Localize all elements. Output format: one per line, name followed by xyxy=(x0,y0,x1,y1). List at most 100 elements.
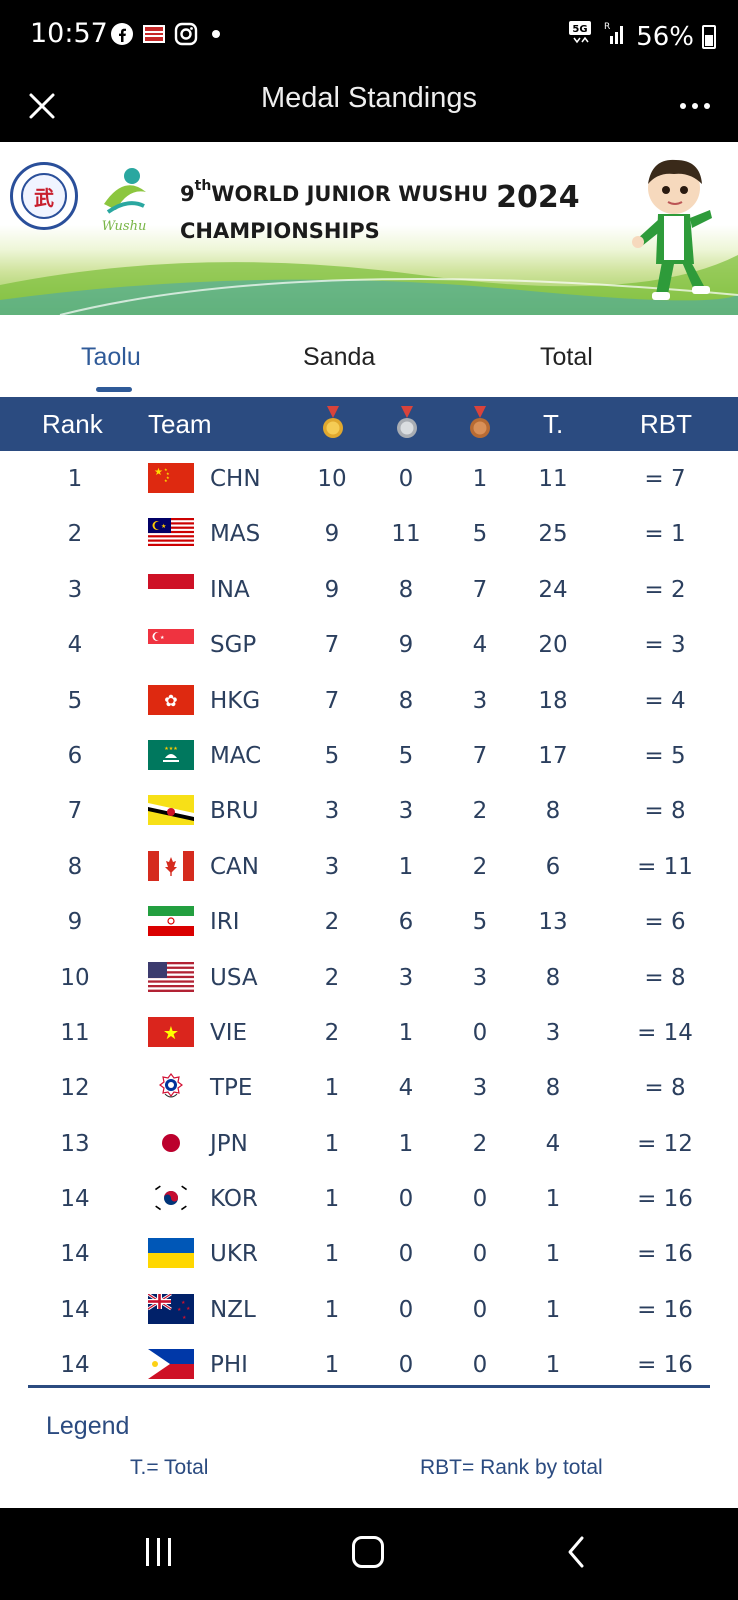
gold-cell: 1 xyxy=(324,1241,340,1268)
table-row[interactable]: 10 USA 2 3 3 8 = 8 xyxy=(0,950,738,1005)
battery-percent: 56% xyxy=(636,21,694,52)
table-row[interactable]: 8 CAN 3 1 2 6 = 11 xyxy=(0,839,738,894)
total-cell: 17 xyxy=(538,742,568,769)
team-cell: TPE xyxy=(210,1075,253,1102)
team-cell: MAC xyxy=(210,742,262,769)
banner-ordinal: 9 xyxy=(180,182,195,206)
back-button[interactable] xyxy=(562,1534,590,1570)
silver-cell: 8 xyxy=(398,687,414,714)
rbt-cell: = 12 xyxy=(637,1130,693,1157)
total-cell: 1 xyxy=(545,1352,561,1379)
total-cell: 3 xyxy=(545,1019,561,1046)
table-row[interactable]: 13 JPN 1 1 2 4 = 12 xyxy=(0,1116,738,1171)
rbt-cell: = 16 xyxy=(637,1186,693,1213)
gold-cell: 2 xyxy=(324,964,340,991)
more-dot-icon xyxy=(680,103,686,109)
table-row[interactable]: 14 UKR 1 0 0 1 = 16 xyxy=(0,1226,738,1281)
bronze-cell: 3 xyxy=(472,687,488,714)
banner-title-line2: CHAMPIONSHIPS xyxy=(180,219,380,243)
table-row[interactable]: 6 ★★★ MAC 5 5 7 17 = 5 xyxy=(0,728,738,783)
tab-sanda[interactable]: Sanda xyxy=(303,343,376,371)
team-cell: MAS xyxy=(210,521,261,548)
home-button[interactable] xyxy=(352,1536,384,1568)
header-rank: Rank xyxy=(42,409,103,439)
tab-total[interactable]: Total xyxy=(540,343,593,371)
bronze-cell: 0 xyxy=(472,1296,488,1323)
rank-cell: 14 xyxy=(60,1186,90,1213)
table-row[interactable]: 14 ★ ★ ★ ★ NZL 1 0 0 1 = 16 xyxy=(0,1282,738,1337)
table-row[interactable]: 7 BRU 3 3 2 8 = 8 xyxy=(0,783,738,838)
silver-cell: 0 xyxy=(398,1296,414,1323)
total-cell: 18 xyxy=(538,687,568,714)
svg-text:★: ★ xyxy=(163,1023,179,1044)
rank-cell: 9 xyxy=(67,909,83,936)
rank-cell: 5 xyxy=(67,687,83,714)
svg-text:★: ★ xyxy=(181,1300,186,1306)
more-options-button[interactable] xyxy=(670,84,720,128)
rbt-cell: = 16 xyxy=(637,1352,693,1379)
bronze-cell: 2 xyxy=(472,1130,488,1157)
table-row[interactable]: 4 ★ SGP 7 9 4 20 = 3 xyxy=(0,617,738,672)
silver-cell: 1 xyxy=(398,853,414,880)
rbt-cell: = 11 xyxy=(637,853,693,880)
table-row[interactable]: 3 INA 9 8 7 24 = 2 xyxy=(0,562,738,617)
silver-cell: 0 xyxy=(398,466,414,492)
rbt-cell: = 5 xyxy=(644,742,686,769)
rank-cell: 14 xyxy=(60,1352,90,1379)
rbt-cell: = 16 xyxy=(637,1296,693,1323)
table-row[interactable]: 2 ★ MAS 9 11 5 25 = 1 xyxy=(0,506,738,561)
wushu-logo: Wushu xyxy=(94,154,154,236)
federation-logo: 武 xyxy=(10,162,78,230)
singapore-flag-icon: ★ xyxy=(148,629,194,660)
table-row[interactable]: 1 ★ ★ ★ ★ ★ CHN 10 0 1 11 = 7 xyxy=(0,451,738,506)
rbt-cell: = 8 xyxy=(644,798,686,825)
bronze-cell: 0 xyxy=(472,1186,488,1213)
silver-cell: 5 xyxy=(398,742,414,769)
facebook-icon xyxy=(110,22,134,46)
team-cell: PHI xyxy=(210,1352,248,1379)
rbt-cell: = 7 xyxy=(644,466,686,492)
silver-cell: 0 xyxy=(398,1241,414,1268)
rank-cell: 13 xyxy=(60,1130,90,1157)
silver-cell: 3 xyxy=(398,798,414,825)
table-row[interactable]: 11 ★ VIE 2 1 0 3 = 14 xyxy=(0,1005,738,1060)
bronze-cell: 0 xyxy=(472,1019,488,1046)
notification-icons xyxy=(110,22,220,46)
gold-cell: 1 xyxy=(324,1130,340,1157)
iran-flag-icon xyxy=(148,906,194,937)
rank-cell: 14 xyxy=(60,1296,90,1323)
status-time: 10:57 xyxy=(30,18,108,49)
gold-cell: 9 xyxy=(324,521,340,548)
table-header: Rank Team T. RBT xyxy=(0,397,738,451)
table-row[interactable]: 14 PHI 1 0 0 1 = 16 xyxy=(0,1337,738,1392)
table-row[interactable]: 5 ✿ HKG 7 8 3 18 = 4 xyxy=(0,673,738,728)
total-cell: 4 xyxy=(545,1130,561,1157)
table-row[interactable]: 9 IRI 2 6 5 13 = 6 xyxy=(0,894,738,949)
header-rbt: RBT xyxy=(640,409,692,439)
rbt-cell: = 6 xyxy=(644,909,686,936)
tab-taolu[interactable]: Taolu xyxy=(81,343,141,371)
vietnam-flag-icon: ★ xyxy=(148,1016,194,1047)
gold-cell: 3 xyxy=(324,798,340,825)
silver-cell: 0 xyxy=(398,1352,414,1379)
recent-apps-button[interactable] xyxy=(146,1538,178,1566)
svg-text:★: ★ xyxy=(160,635,165,641)
close-icon xyxy=(29,93,55,119)
macau-flag-icon: ★★★ xyxy=(148,739,194,770)
gold-cell: 5 xyxy=(324,742,340,769)
gold-cell: 1 xyxy=(324,1352,340,1379)
news-app-icon xyxy=(142,22,166,46)
rank-cell: 3 xyxy=(67,576,83,603)
team-cell: BRU xyxy=(210,798,259,825)
close-button[interactable] xyxy=(20,84,64,128)
bronze-cell: 0 xyxy=(472,1352,488,1379)
more-notifications-dot-icon xyxy=(212,30,220,38)
table-divider xyxy=(28,1385,710,1388)
table-row[interactable]: 14 KOR 1 0 0 1 = 16 xyxy=(0,1171,738,1226)
table-row[interactable]: 12 TPE 1 4 3 8 = 8 xyxy=(0,1060,738,1115)
rank-cell: 1 xyxy=(67,466,83,492)
rank-cell: 2 xyxy=(67,521,83,548)
header-team: Team xyxy=(148,409,212,439)
